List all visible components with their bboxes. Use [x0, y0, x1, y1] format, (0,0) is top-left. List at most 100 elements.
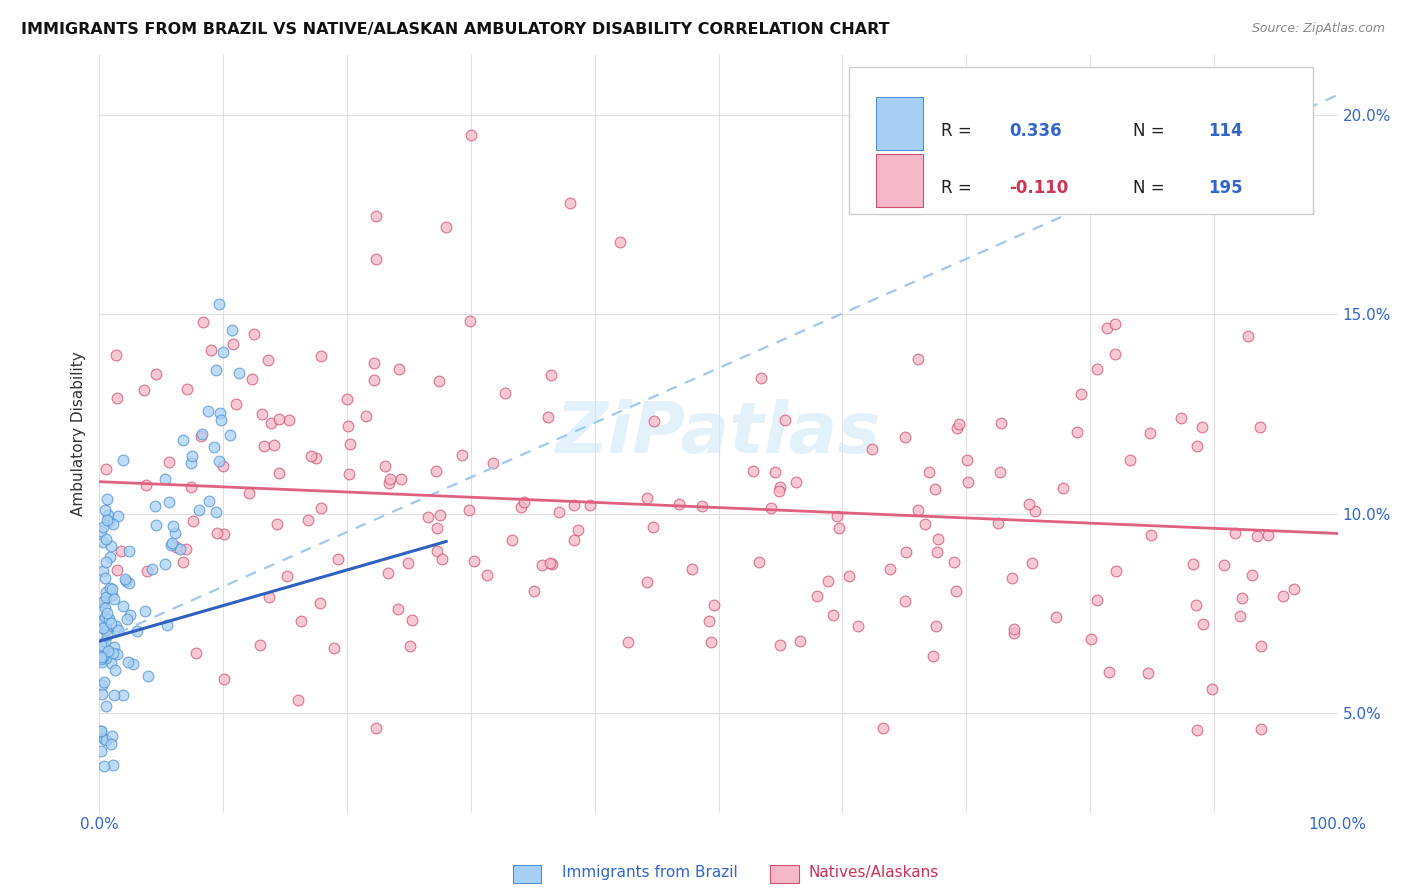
Point	[425, 464, 447, 478]
Point	[90, 595, 112, 609]
Text: R =: R =	[942, 178, 977, 196]
Point	[1140, 528, 1163, 542]
Point	[172, 433, 194, 447]
Point	[145, 367, 167, 381]
Point	[562, 533, 585, 547]
Point	[477, 568, 499, 582]
Point	[1185, 440, 1208, 454]
Point	[100, 582, 122, 597]
Point	[90, 524, 112, 539]
Point	[104, 664, 127, 678]
Point	[107, 623, 129, 637]
Point	[155, 557, 177, 571]
Point	[1257, 528, 1279, 542]
Point	[121, 657, 143, 671]
Point	[309, 595, 332, 609]
Point	[948, 417, 970, 432]
Point	[1250, 723, 1272, 737]
Point	[205, 505, 228, 519]
Point	[1184, 598, 1206, 612]
Point	[96, 606, 118, 620]
Point	[309, 349, 332, 363]
Point	[1137, 666, 1160, 681]
Point	[389, 472, 412, 486]
Point	[103, 640, 125, 654]
Point	[96, 623, 118, 637]
Point	[176, 382, 198, 396]
Point	[180, 456, 202, 470]
Point	[363, 373, 385, 387]
Point	[219, 428, 242, 442]
Point	[956, 453, 979, 467]
Point	[337, 418, 360, 433]
Point	[828, 521, 851, 535]
Point	[91, 650, 114, 665]
Point	[434, 219, 457, 234]
Point	[1249, 420, 1271, 434]
Point	[326, 552, 349, 566]
Text: 195: 195	[1208, 178, 1243, 196]
Point	[759, 501, 782, 516]
Point	[1085, 592, 1108, 607]
Text: 0.336: 0.336	[1010, 122, 1062, 140]
Point	[94, 461, 117, 475]
Point	[396, 556, 419, 570]
Point	[806, 590, 828, 604]
Point	[457, 503, 479, 517]
Point	[1001, 571, 1024, 585]
Point	[769, 480, 792, 494]
Point	[825, 509, 848, 524]
Point	[363, 356, 385, 370]
Point	[94, 533, 117, 547]
Point	[763, 465, 786, 479]
Point	[548, 505, 571, 519]
Point	[366, 252, 388, 267]
Point	[416, 509, 439, 524]
Point	[94, 555, 117, 569]
Point	[214, 672, 236, 686]
Point	[879, 562, 901, 576]
Point	[1052, 481, 1074, 495]
Point	[94, 571, 117, 585]
Point	[987, 516, 1010, 531]
Point	[159, 495, 181, 509]
Point	[115, 612, 138, 626]
Point	[107, 509, 129, 524]
Point	[1271, 589, 1294, 603]
Point	[141, 562, 163, 576]
Point	[1230, 591, 1253, 606]
Point	[190, 426, 212, 441]
Point	[127, 624, 149, 638]
Point	[90, 730, 112, 744]
Point	[97, 644, 120, 658]
Point	[105, 391, 128, 405]
Point	[94, 623, 117, 637]
Point	[749, 370, 772, 384]
Point	[681, 562, 703, 576]
Point	[100, 615, 122, 630]
Point	[894, 594, 917, 608]
Point	[118, 544, 141, 558]
Point	[287, 693, 309, 707]
Point	[458, 314, 481, 328]
Point	[943, 556, 966, 570]
Point	[225, 397, 247, 411]
Point	[96, 648, 118, 662]
Point	[94, 699, 117, 714]
Point	[1080, 632, 1102, 646]
Point	[668, 497, 690, 511]
Point	[163, 526, 186, 541]
Point	[388, 362, 411, 376]
Point	[1104, 317, 1126, 331]
Point	[120, 608, 142, 623]
Point	[101, 516, 124, 531]
Point	[1004, 625, 1026, 640]
Point	[93, 674, 115, 689]
Point	[1236, 329, 1258, 343]
Point	[208, 297, 231, 311]
Point	[90, 639, 112, 653]
Point	[567, 524, 589, 538]
Point	[768, 483, 790, 498]
Point	[153, 472, 176, 486]
Point	[197, 404, 219, 418]
